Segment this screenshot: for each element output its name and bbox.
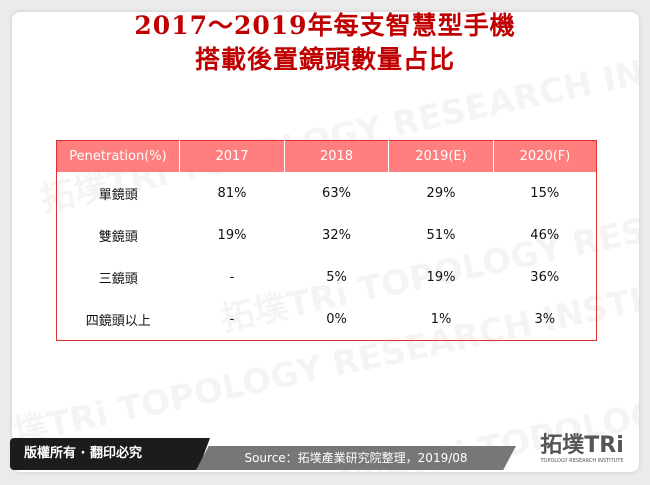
table-cell: 32%	[322, 227, 351, 243]
table-cell: 1%	[430, 311, 452, 327]
row-label: 四鏡頭以上	[85, 313, 151, 329]
table-cell: 46%	[530, 227, 560, 243]
header-cell: Penetration(%)	[56, 140, 180, 172]
row-label: 單鏡頭	[98, 187, 138, 203]
row-label: 雙鏡頭	[98, 229, 138, 245]
table-cell: 63%	[322, 185, 351, 201]
table-row: 單鏡頭 81% 63% 29% 15%	[57, 172, 597, 214]
table-cell: -	[229, 311, 235, 327]
table-cell: 36%	[530, 269, 560, 285]
table-row: 四鏡頭以上 - 0% 1% 3%	[57, 298, 597, 341]
table-cell: 19%	[217, 227, 247, 243]
table-row: 雙鏡頭 19% 32% 51% 46%	[57, 214, 597, 256]
source-note: Source：拓墣產業研究院整理，2019/08	[196, 446, 516, 470]
table-cell: 81%	[217, 185, 247, 201]
table-cell: 19%	[426, 269, 456, 285]
table-cell: 5%	[326, 269, 347, 285]
penetration-table: Penetration(%) 2017 2018 2019(E) 2020(F)…	[56, 140, 597, 341]
table-cell: 0%	[326, 311, 347, 327]
table-row: 三鏡頭 - 5% 19% 36%	[57, 256, 597, 298]
table-cell: 29%	[426, 185, 456, 201]
table-cell: 51%	[426, 227, 456, 243]
header-cell: 2017	[179, 140, 285, 172]
table-cell: -	[229, 269, 235, 285]
logo-text: 拓墣TRi	[540, 433, 624, 458]
header-cell: 2018	[284, 140, 389, 172]
header-cell: 2019(E)	[388, 140, 494, 172]
header-row: Penetration(%) 2017 2018 2019(E) 2020(F)	[56, 140, 597, 172]
table-cell: 15%	[530, 185, 560, 201]
table-cell: 3%	[534, 311, 556, 327]
row-label: 三鏡頭	[98, 271, 138, 287]
slide: 拓墣TRi TOPOLOGY RESEARCH INSTITUTE 拓墣TRi …	[12, 12, 639, 472]
title-line-2: 搭載後置鏡頭數量占比	[194, 45, 455, 74]
copyright-banner: 版權所有 · 翻印必究	[10, 438, 210, 470]
logo-subtitle: TOPOLOGY RESEARCH INSTITUTE	[540, 458, 624, 464]
title-line-1: 2017～2019年每支智慧型手機	[134, 11, 516, 40]
tri-logo: 拓墣TRi TOPOLOGY RESEARCH INSTITUTE	[534, 433, 630, 465]
header-cell: 2020(F)	[493, 140, 597, 172]
